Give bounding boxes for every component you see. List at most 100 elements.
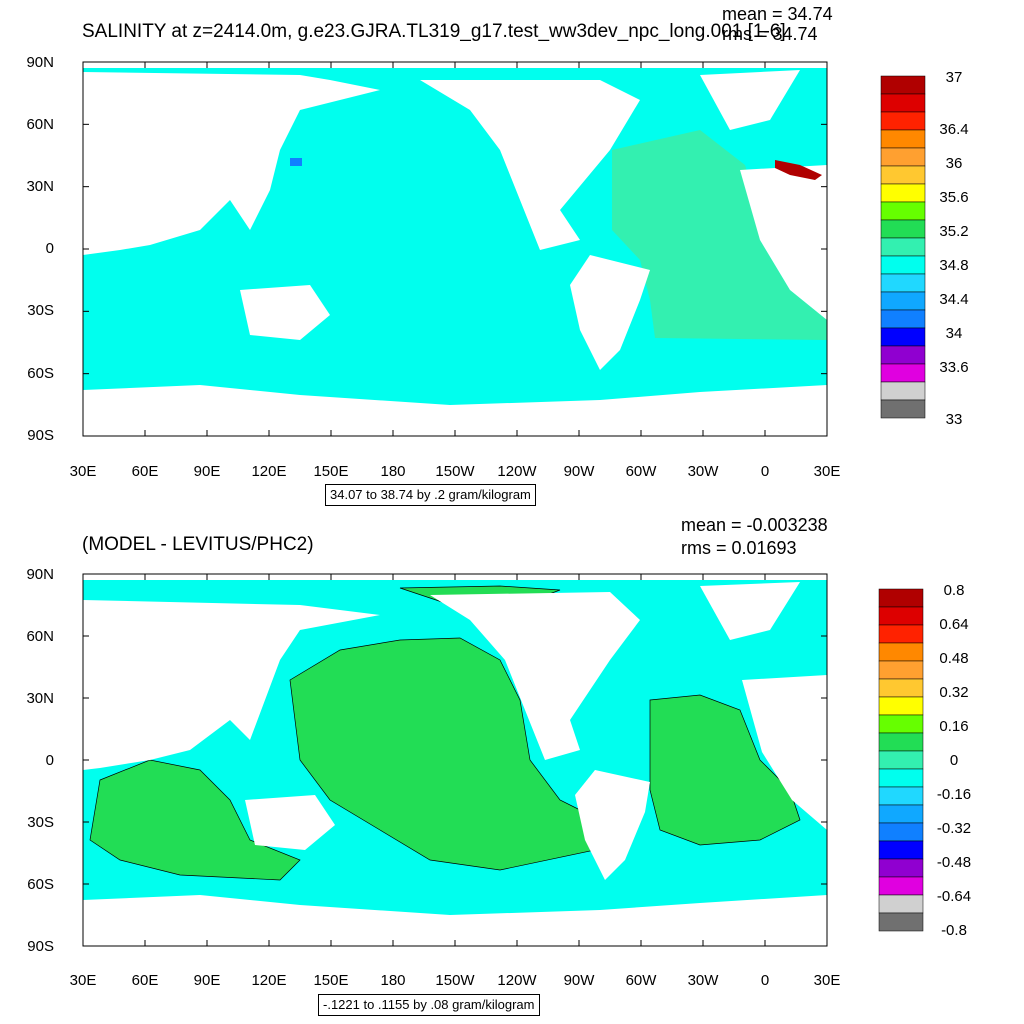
colorbar-swatch bbox=[878, 786, 924, 806]
panel1-colorbar-label: 33 bbox=[945, 411, 963, 428]
panel1-colorbar-label: 36 bbox=[945, 155, 963, 172]
colorbar-swatch bbox=[878, 768, 924, 788]
colorbar-swatch bbox=[878, 750, 924, 770]
colorbar-swatch bbox=[880, 399, 926, 419]
panel2-colorbar-label: 0.32 bbox=[939, 684, 969, 701]
panel1-xtick-label: 60W bbox=[625, 463, 657, 480]
panel2-ytick-label: 60N bbox=[26, 628, 54, 645]
panel1-xtick-label: 120W bbox=[497, 463, 537, 480]
panel1-xtick-label: 30E bbox=[813, 463, 841, 480]
panel2-rms: rms = 0.01693 bbox=[681, 538, 797, 558]
colorbar-swatch bbox=[878, 732, 924, 752]
panel1-ytick-label: 60S bbox=[27, 365, 54, 382]
panel1-ytick-label: 0 bbox=[45, 240, 54, 257]
panel2-land-south-america bbox=[575, 770, 650, 880]
panel1-colorbar-label: 33.6 bbox=[939, 359, 969, 376]
panel1-land-australia bbox=[240, 285, 330, 340]
panel1-mean: mean = 34.74 bbox=[722, 4, 833, 24]
panel2-colorbar bbox=[878, 588, 924, 932]
colorbar-swatch bbox=[878, 894, 924, 914]
panel1-colorbar-label: 34.4 bbox=[939, 291, 969, 308]
panel2-land-eurasia bbox=[83, 600, 380, 770]
colorbar-swatch bbox=[878, 912, 924, 932]
panel1-atlantic-region bbox=[612, 130, 827, 340]
panel2-xtick-label: 30W bbox=[687, 972, 719, 989]
panel2-land-europe-africa bbox=[742, 675, 827, 830]
colorbar-swatch bbox=[878, 678, 924, 698]
panel1-ytick-label: 90S bbox=[27, 427, 54, 444]
panel1-land-south-america bbox=[570, 255, 650, 370]
panel1-xtick-label: 30W bbox=[687, 463, 719, 480]
panel2-ytick-label: 60S bbox=[27, 876, 54, 893]
panel2-title: (MODEL - LEVITUS/PHC2) bbox=[82, 534, 314, 555]
panel1-xtick-label: 60E bbox=[131, 463, 159, 480]
colorbar-swatch bbox=[878, 840, 924, 860]
panel1-ytick-label: 60N bbox=[26, 116, 54, 133]
panel2-colorbar-label: 0.48 bbox=[939, 650, 969, 667]
panel2-plot-area bbox=[82, 573, 828, 947]
colorbar-swatch bbox=[878, 822, 924, 842]
panel1-ytick-label: 30N bbox=[26, 178, 54, 195]
panel2-xtick-label: 120E bbox=[251, 972, 287, 989]
panel2-xtick-label: 150W bbox=[435, 972, 475, 989]
panel1-title: SALINITY at z=2414.0m, g.e23.GJRA.TL319_… bbox=[82, 21, 786, 42]
panel1-land-north-america bbox=[420, 80, 640, 250]
panel1-rms: rms = 34.74 bbox=[722, 24, 818, 44]
colorbar-swatch bbox=[878, 606, 924, 626]
panel2-colorbar-label: 0 bbox=[949, 752, 959, 769]
colorbar-swatch bbox=[878, 642, 924, 662]
panel1-land-greenland bbox=[700, 70, 800, 130]
panel1-xtick-label: 90W bbox=[563, 463, 595, 480]
panel1-med-high-salinity bbox=[775, 160, 822, 180]
panel1-xtick-label: 30E bbox=[69, 463, 97, 480]
panel2-ticks bbox=[82, 573, 828, 947]
panel2-xtick-label: 90E bbox=[193, 972, 221, 989]
panel1-low-salinity-spot bbox=[290, 158, 302, 166]
colorbar-swatch bbox=[878, 588, 924, 608]
panel1-xtick-label: 90E bbox=[193, 463, 221, 480]
panel1-land-antarctica bbox=[83, 385, 827, 436]
panel2-land-greenland bbox=[700, 582, 800, 640]
colorbar-swatch bbox=[878, 660, 924, 680]
panel2-xtick-label: 0 bbox=[760, 972, 770, 989]
colorbar-swatch bbox=[878, 876, 924, 896]
panel1-land-europe-africa bbox=[740, 165, 827, 320]
panel1-xtick-label: 0 bbox=[760, 463, 770, 480]
panel2-colorbar-label: 0.8 bbox=[943, 582, 965, 599]
panel1-colorbar-label: 34 bbox=[945, 325, 963, 342]
panel2-land-north-america bbox=[430, 592, 640, 760]
panel2-colorbar-label: -0.32 bbox=[936, 820, 972, 837]
panel2-ytick-label: 90N bbox=[26, 566, 54, 583]
panel2-colorbar-label: 0.16 bbox=[939, 718, 969, 735]
panel1-colorbar-label: 34.8 bbox=[939, 257, 969, 274]
panel1-colorbar bbox=[880, 75, 926, 419]
panel2-colorbar-label: -0.8 bbox=[941, 922, 967, 939]
panel1-xtick-label: 150E bbox=[313, 463, 349, 480]
panel2-colorbar-label: -0.64 bbox=[936, 888, 972, 905]
panel2-colorbar-label: 0.64 bbox=[939, 616, 969, 633]
colorbar-swatch bbox=[878, 858, 924, 878]
panel2-land-australia bbox=[245, 795, 335, 850]
panel2-ytick-label: 30N bbox=[26, 690, 54, 707]
panel2-xtick-label: 30E bbox=[813, 972, 841, 989]
panel2-xtick-label: 120W bbox=[497, 972, 537, 989]
panel2-atlantic-anomaly bbox=[649, 694, 801, 846]
panel2-xtick-label: 30E bbox=[69, 972, 97, 989]
panel2-contour-info: -.1221 to .1155 by .08 gram/kilogram bbox=[318, 994, 540, 1016]
panel1-ticks bbox=[82, 61, 828, 437]
panel1-colorbar-label: 37 bbox=[945, 69, 963, 86]
panel1-colorbar-label: 35.2 bbox=[939, 223, 969, 240]
panel1-land-eurasia bbox=[83, 72, 380, 255]
panel1-plot-area bbox=[82, 61, 828, 437]
colorbar-swatch bbox=[878, 624, 924, 644]
panel1-colorbar-label: 35.6 bbox=[939, 189, 969, 206]
panel2-colorbar-label: -0.16 bbox=[936, 786, 972, 803]
panel2-xtick-label: 60E bbox=[131, 972, 159, 989]
panel1-colorbar-label: 36.4 bbox=[939, 121, 969, 138]
panel1-xtick-label: 150W bbox=[435, 463, 475, 480]
colorbar-swatch bbox=[878, 696, 924, 716]
panel2-xtick-label: 60W bbox=[625, 972, 657, 989]
panel1-contour-info: 34.07 to 38.74 by .2 gram/kilogram bbox=[325, 484, 536, 506]
